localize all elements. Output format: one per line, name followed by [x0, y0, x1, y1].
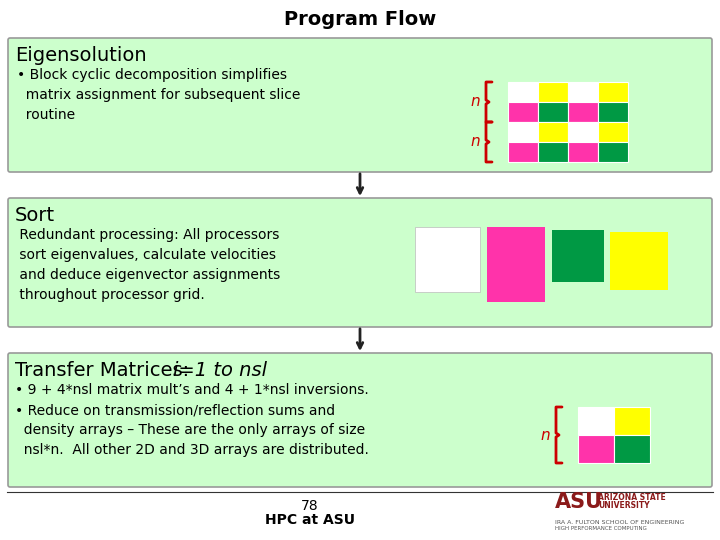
Bar: [568, 122, 598, 142]
Bar: [508, 102, 538, 122]
Bar: [538, 142, 568, 162]
Text: 78: 78: [301, 499, 319, 513]
Bar: [610, 232, 668, 290]
Text: • 9 + 4*nsl matrix mult’s and 4 + 1*nsl inversions.
• Reduce on transmission/ref: • 9 + 4*nsl matrix mult’s and 4 + 1*nsl …: [15, 383, 369, 457]
Text: HIGH PERFORMANCE COMPUTING: HIGH PERFORMANCE COMPUTING: [555, 526, 647, 531]
Text: Program Flow: Program Flow: [284, 10, 436, 29]
Text: HPC at ASU: HPC at ASU: [265, 513, 355, 527]
Bar: [415, 227, 480, 292]
Text: ARIZONA STATE: ARIZONA STATE: [598, 494, 666, 503]
FancyBboxPatch shape: [8, 353, 712, 487]
Bar: [568, 82, 598, 102]
Text: UNIVERSITY: UNIVERSITY: [598, 502, 649, 510]
FancyBboxPatch shape: [8, 198, 712, 327]
Bar: [598, 102, 628, 122]
Bar: [508, 122, 538, 142]
Text: • Block cyclic decomposition simplifies
  matrix assignment for subsequent slice: • Block cyclic decomposition simplifies …: [17, 68, 300, 122]
Text: n: n: [470, 94, 480, 110]
Bar: [568, 142, 598, 162]
Bar: [614, 435, 650, 463]
Bar: [614, 407, 650, 435]
Text: Eigensolution: Eigensolution: [15, 46, 147, 65]
Bar: [508, 82, 538, 102]
Bar: [598, 142, 628, 162]
Bar: [598, 122, 628, 142]
Text: n: n: [541, 428, 550, 442]
Bar: [552, 230, 604, 282]
FancyBboxPatch shape: [8, 38, 712, 172]
Bar: [508, 142, 538, 162]
Bar: [598, 82, 628, 102]
Bar: [578, 407, 614, 435]
Text: IRA A. FULTON SCHOOL OF ENGINEERING: IRA A. FULTON SCHOOL OF ENGINEERING: [555, 519, 685, 524]
Text: ASU: ASU: [555, 492, 603, 512]
Bar: [538, 82, 568, 102]
Bar: [568, 102, 598, 122]
Bar: [578, 435, 614, 463]
Text: Sort: Sort: [15, 206, 55, 225]
Text: Redundant processing: All processors
 sort eigenvalues, calculate velocities
 an: Redundant processing: All processors sor…: [15, 228, 280, 302]
Text: i=1 to nsl: i=1 to nsl: [173, 361, 267, 380]
Bar: [538, 122, 568, 142]
Bar: [538, 102, 568, 122]
Text: n: n: [470, 134, 480, 150]
Text: Transfer Matrices:: Transfer Matrices:: [15, 361, 195, 380]
Bar: [487, 227, 545, 302]
